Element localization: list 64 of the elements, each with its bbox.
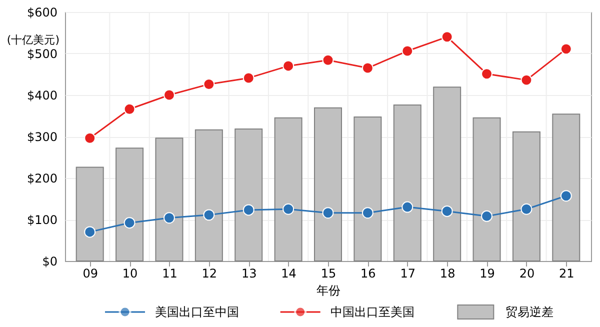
point (560, 190, 572, 202)
point (84, 226, 96, 238)
y-tick-label: $200 (26, 172, 58, 186)
bar (116, 148, 144, 262)
bar (512, 131, 540, 262)
y-tick-label: $100 (26, 213, 58, 227)
y-tick-label: $500 (26, 47, 58, 61)
point (282, 60, 294, 72)
point (402, 45, 414, 57)
x-tick-label: 09 (82, 266, 98, 280)
legend-label: 美国出口至中国 (155, 305, 239, 319)
x-tick-label: 13 (241, 266, 257, 280)
bar (433, 86, 462, 262)
x-tick-label: 18 (440, 266, 456, 280)
x-tick-label: 21 (559, 266, 574, 280)
point (322, 207, 334, 219)
x-tick-label: 12 (202, 266, 218, 280)
x-tick-label: 15 (320, 266, 336, 280)
bar (234, 128, 263, 262)
y-tick-label: $600 (26, 6, 58, 20)
point (242, 204, 254, 216)
bar (393, 104, 422, 262)
y-axis-title: (十亿美元) (6, 34, 60, 46)
x-tick-label: 11 (162, 266, 178, 280)
point (203, 78, 215, 90)
bar (76, 166, 104, 262)
point (481, 68, 493, 80)
point (441, 31, 453, 43)
point (362, 207, 374, 219)
x-tick-label: 17 (400, 266, 416, 280)
bar (314, 107, 342, 262)
legend-label: 中国出口至美国 (330, 305, 414, 319)
point (362, 62, 374, 74)
point (163, 212, 175, 224)
point (520, 74, 532, 86)
x-tick-label: 10 (122, 266, 138, 280)
point (124, 103, 136, 115)
legend-label: 贸易逆差 (506, 305, 554, 319)
bar (155, 138, 184, 262)
x-tick-label: 14 (281, 266, 296, 280)
point (203, 209, 215, 221)
y-tick-label: $300 (26, 130, 58, 144)
y-tick-label: $400 (26, 88, 58, 102)
bar (472, 117, 501, 262)
bar (354, 116, 382, 262)
bar (274, 117, 302, 262)
point (481, 210, 493, 222)
point (520, 203, 532, 215)
point (124, 217, 136, 229)
point (560, 43, 572, 55)
point (322, 54, 334, 66)
y-tick-label: $0 (42, 254, 58, 268)
point (441, 205, 453, 217)
x-tick-label: 20 (519, 266, 535, 280)
bar (552, 114, 580, 262)
x-tick-label: 16 (360, 266, 376, 280)
point (242, 72, 254, 84)
point (282, 203, 294, 215)
point (402, 201, 414, 213)
x-tick-label: 19 (480, 266, 495, 280)
x-axis-title: 年份 (316, 284, 340, 298)
point (84, 132, 96, 144)
bar (194, 129, 223, 262)
point (163, 89, 175, 101)
